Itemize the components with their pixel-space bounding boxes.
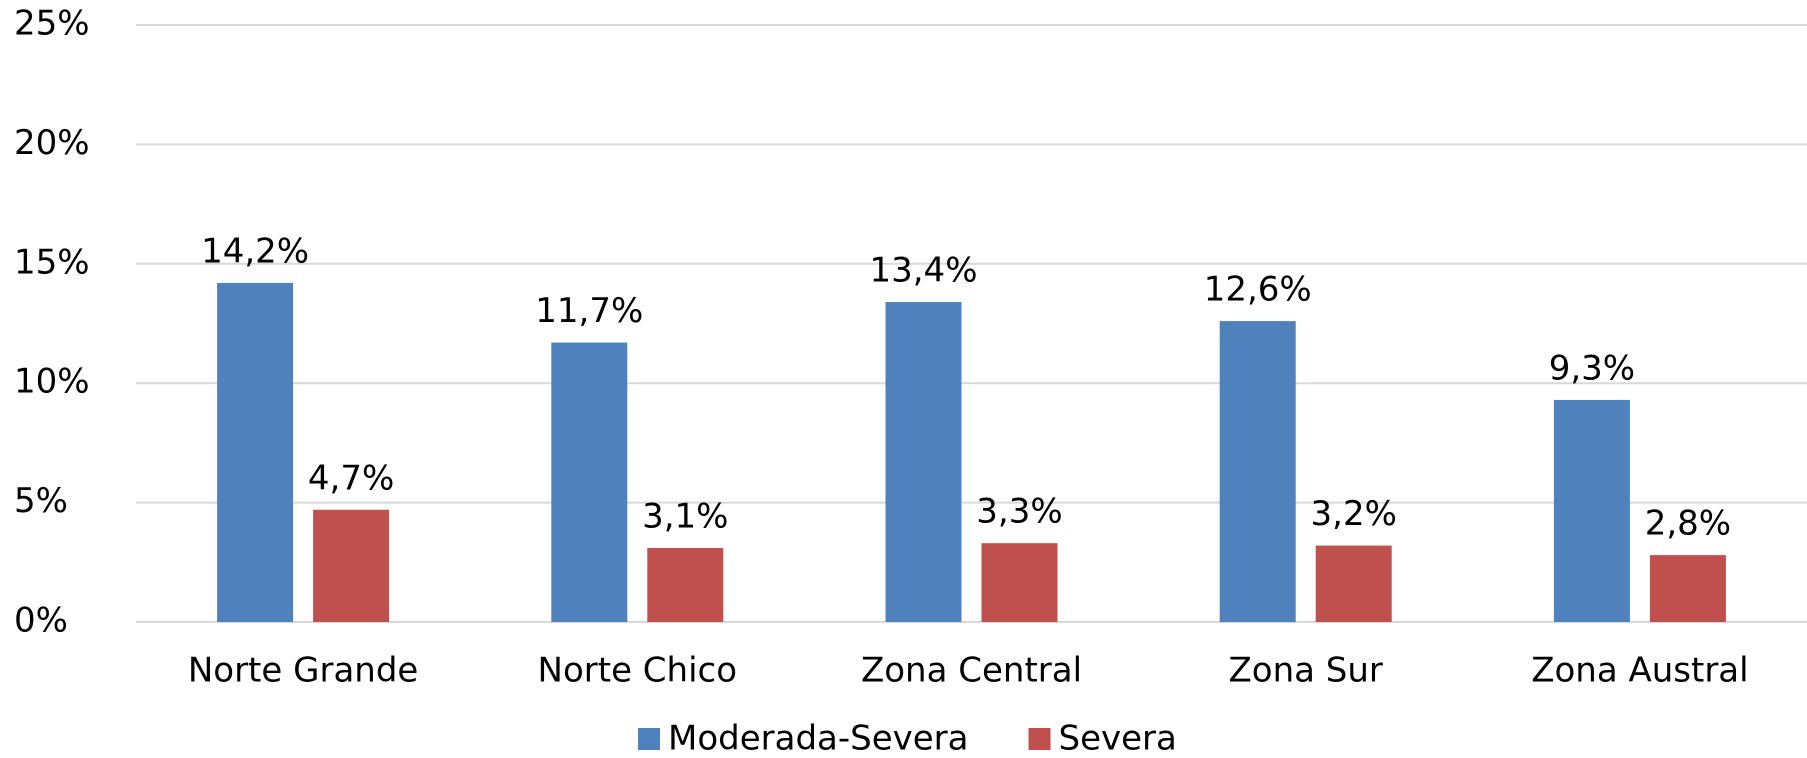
data-label: 9,3% bbox=[1549, 348, 1635, 388]
legend-label: Moderada-Severa bbox=[668, 719, 969, 758]
bar bbox=[1219, 321, 1296, 622]
x-tick-label: Zona Central bbox=[861, 651, 1082, 691]
x-tick-label: Zona Austral bbox=[1531, 651, 1748, 691]
y-tick-label: 20% bbox=[14, 123, 90, 163]
data-label: 3,2% bbox=[1311, 494, 1397, 534]
bar bbox=[313, 509, 390, 622]
bar bbox=[1649, 555, 1726, 622]
data-label: 11,7% bbox=[535, 291, 643, 331]
bar bbox=[217, 282, 294, 622]
data-label: 4,7% bbox=[308, 458, 394, 498]
y-tick-label: 0% bbox=[14, 601, 68, 641]
legend-swatch bbox=[638, 728, 660, 750]
x-tick-label: Zona Sur bbox=[1228, 651, 1382, 691]
legend-swatch bbox=[1028, 728, 1051, 750]
data-label: 2,8% bbox=[1645, 504, 1731, 544]
bar bbox=[1315, 545, 1392, 622]
legend-label: Severa bbox=[1059, 719, 1177, 758]
y-tick-label: 10% bbox=[14, 362, 90, 402]
bar bbox=[551, 342, 628, 622]
data-label: 13,4% bbox=[869, 251, 977, 291]
bar bbox=[647, 547, 724, 622]
bar bbox=[981, 543, 1058, 622]
bar bbox=[885, 302, 962, 622]
data-label: 12,6% bbox=[1204, 270, 1312, 310]
data-label: 3,1% bbox=[642, 496, 728, 536]
data-label: 3,3% bbox=[976, 492, 1062, 532]
data-label: 14,2% bbox=[201, 231, 309, 271]
x-tick-label: Norte Chico bbox=[538, 651, 738, 691]
y-tick-label: 5% bbox=[14, 481, 68, 521]
bar bbox=[1553, 399, 1630, 622]
x-tick-label: Norte Grande bbox=[188, 651, 418, 691]
y-tick-label: 15% bbox=[14, 242, 90, 282]
y-tick-label: 25% bbox=[14, 4, 90, 44]
